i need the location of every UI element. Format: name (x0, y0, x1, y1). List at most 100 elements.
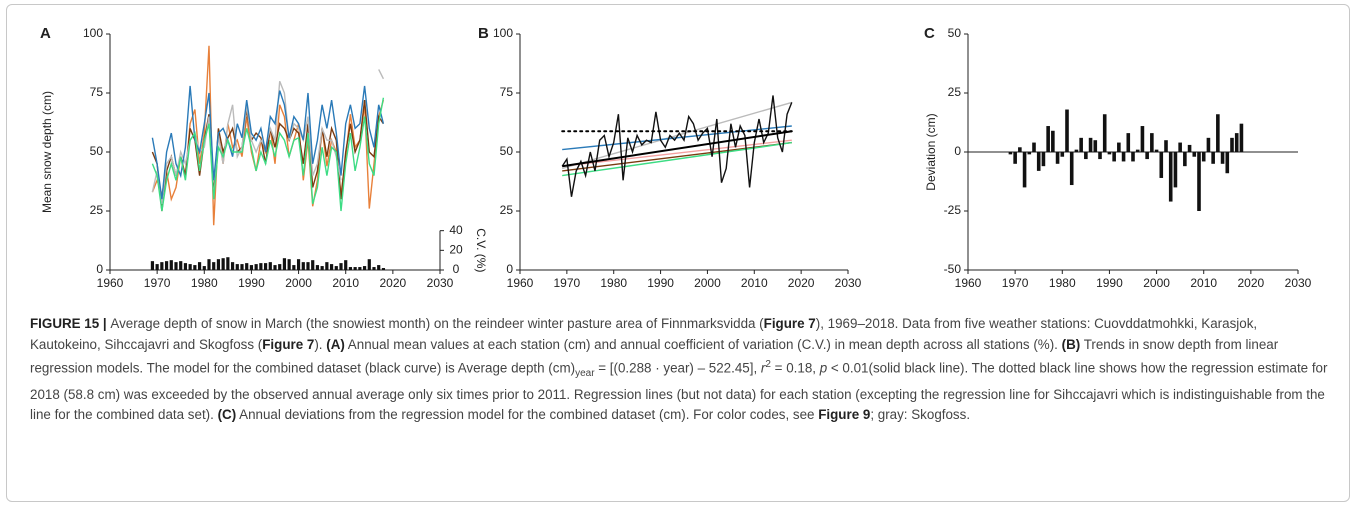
x-tick-label: 1960 (507, 276, 534, 290)
series-line (562, 130, 792, 168)
bar (1065, 109, 1069, 152)
bar (278, 264, 282, 270)
caption-text: r (760, 360, 766, 376)
x-tick-label: 1960 (955, 276, 982, 290)
x-tick-label: 1990 (647, 276, 674, 290)
bar (188, 264, 192, 270)
x-tick-label: 1960 (97, 276, 124, 290)
bar (230, 262, 235, 270)
x-tick-label: 2010 (332, 276, 359, 290)
caption-text: Average depth of snow in March (the snow… (110, 316, 764, 331)
y-tick-label: 25 (90, 203, 104, 217)
bar (377, 265, 381, 270)
bar (1121, 152, 1126, 162)
bar (1093, 140, 1098, 152)
y-tick-label: 100 (83, 26, 103, 40)
bar (381, 268, 386, 270)
x-tick-label: 2000 (285, 276, 312, 290)
bar (1036, 152, 1041, 171)
bar (372, 267, 376, 270)
x-tick-label: 1980 (191, 276, 218, 290)
bar (1084, 152, 1088, 160)
bar (155, 264, 159, 270)
y-tick-label: 50 (90, 144, 104, 158)
bar (1211, 152, 1215, 164)
bar (164, 261, 169, 270)
x-tick-label: 1970 (1002, 276, 1029, 290)
caption-text: year (575, 368, 595, 380)
bar (1230, 137, 1234, 152)
bar (1022, 152, 1027, 188)
bar (1117, 142, 1121, 152)
bar (1173, 152, 1178, 188)
bar (1098, 152, 1102, 160)
bar (240, 264, 244, 270)
bar (1126, 133, 1131, 152)
caption-text: Figure 9 (818, 407, 871, 423)
bar (1018, 147, 1022, 152)
bar (311, 260, 315, 270)
bar (263, 263, 268, 270)
y-tick-label: 25 (948, 85, 962, 99)
bar (235, 264, 239, 270)
bar (1192, 152, 1197, 157)
bar (1154, 149, 1159, 152)
x-tick-label: 2000 (1143, 276, 1170, 290)
x-tick-label: 2010 (741, 276, 768, 290)
caption-text: Figure 7 (763, 316, 816, 331)
bar (1178, 142, 1182, 152)
y2-tick-label: 20 (449, 243, 463, 257)
bar (348, 267, 353, 270)
bar (353, 267, 357, 270)
caption-text: ), 1969–2018. Data from five weather sta… (30, 316, 1258, 352)
panel-label: C (924, 25, 935, 42)
bar (1234, 133, 1239, 152)
x-tick-label: 1980 (1049, 276, 1076, 290)
caption-text: (B) (1061, 336, 1081, 352)
x-tick-label: 2030 (427, 276, 454, 290)
y-tick-label: 100 (493, 26, 513, 40)
x-tick-label: 2020 (380, 276, 407, 290)
bar (1041, 152, 1046, 167)
bar (292, 265, 296, 270)
x-tick-label: 1980 (600, 276, 627, 290)
bar (273, 265, 277, 270)
bar (226, 257, 230, 270)
x-tick-label: 2020 (788, 276, 815, 290)
bar (1216, 114, 1220, 152)
series-line (561, 95, 793, 197)
bar (1074, 149, 1079, 152)
bar (216, 259, 221, 270)
bar (259, 263, 263, 270)
bar (1051, 130, 1055, 152)
bar (1131, 152, 1135, 162)
bar (282, 258, 287, 270)
x-tick-label: 2010 (1190, 276, 1217, 290)
y-tick-label: 25 (500, 203, 514, 217)
x-tick-label: 1990 (1096, 276, 1123, 290)
y-tick-label: 0 (954, 144, 961, 158)
y-tick-label: 50 (500, 144, 514, 158)
caption-text: = [(0.288 · year) – 522.45], (594, 360, 761, 376)
panel-label: B (478, 25, 489, 42)
series-line (151, 85, 385, 200)
caption-text: Annual mean values at each station (cm) … (344, 336, 1062, 352)
caption-text: (C) (217, 407, 237, 423)
bar (296, 259, 301, 270)
bar (245, 263, 249, 270)
y-axis-label: Deviation (cm) (924, 113, 938, 190)
y2-tick-label: 0 (453, 262, 460, 276)
bar (1145, 152, 1149, 160)
x-tick-label: 2020 (1238, 276, 1265, 290)
bar (1206, 137, 1211, 152)
bar (367, 259, 371, 270)
bar (1201, 152, 1206, 162)
y-tick-label: 0 (506, 262, 513, 276)
caption-text: Trends in snow depth from linear regress… (30, 336, 1279, 376)
bar (320, 266, 324, 270)
bar (150, 261, 155, 270)
bar (1183, 152, 1187, 167)
x-tick-label: 2000 (694, 276, 721, 290)
bar (207, 259, 211, 270)
